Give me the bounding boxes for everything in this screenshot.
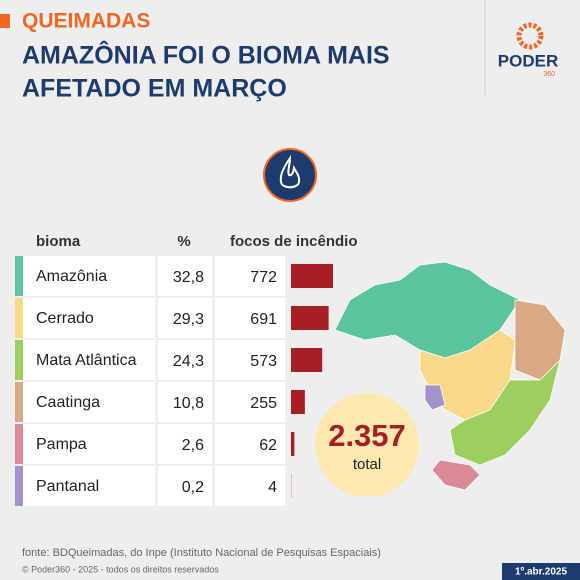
logo-sub: 360 <box>543 71 555 78</box>
title-line: AFETADO EM MARÇO <box>22 75 287 103</box>
row-cell <box>215 340 285 380</box>
row-cell <box>158 340 212 380</box>
row-cell <box>215 466 285 506</box>
biome-label: Cerrado <box>36 310 94 327</box>
row-cell <box>215 382 285 422</box>
count-label: 62 <box>259 437 277 454</box>
row-cell <box>215 298 285 338</box>
row-cell <box>158 382 212 422</box>
flame <box>279 154 301 189</box>
accent-bar <box>0 14 10 28</box>
date: 1º.abr.2025 <box>515 567 567 578</box>
biome-marker <box>15 340 23 380</box>
row-cell <box>15 466 155 506</box>
percent-label: 32,8 <box>173 269 204 286</box>
percent-label: 29,3 <box>173 311 204 328</box>
logo-text: PODER <box>498 51 558 70</box>
biome-label: Caatinga <box>36 394 100 411</box>
logo: PODER 360 <box>498 22 558 78</box>
bar <box>291 432 295 456</box>
column-header: % <box>177 233 190 250</box>
biome-label: Amazônia <box>36 268 107 285</box>
bar <box>291 306 329 330</box>
row-cell <box>158 466 212 506</box>
total-label: total <box>353 456 381 473</box>
row-cell <box>15 424 155 464</box>
row-cell <box>15 340 155 380</box>
biome-marker <box>15 424 23 464</box>
count-label: 691 <box>250 311 277 328</box>
bar <box>291 264 333 288</box>
count-label: 255 <box>250 395 277 412</box>
column-header: bioma <box>36 233 81 250</box>
percent-label: 10,8 <box>173 395 204 412</box>
percent-label: 24,3 <box>173 353 204 370</box>
title-line: AMAZÔNIA FOI O BIOMA MAIS <box>22 40 390 70</box>
biome-marker <box>15 466 23 506</box>
row-cell <box>158 256 212 296</box>
row-cell <box>15 298 155 338</box>
row-cell <box>15 382 155 422</box>
logo-mark <box>516 22 544 50</box>
copyright: © Poder360 - 2025 - todos os direitos re… <box>22 564 219 574</box>
biome-marker <box>15 298 23 338</box>
count-label: 772 <box>250 269 277 286</box>
biome-marker <box>15 382 23 422</box>
date-box <box>502 563 580 580</box>
percent-label: 2,6 <box>182 437 204 454</box>
row-cell <box>215 256 285 296</box>
count-label: 573 <box>250 353 277 370</box>
total-circle <box>315 393 419 497</box>
total-value: 2.357 <box>328 418 406 453</box>
row-cell <box>158 298 212 338</box>
row-cell <box>15 256 155 296</box>
biome-label: Pantanal <box>36 478 99 495</box>
biome-label: Pampa <box>36 436 87 453</box>
count-label: 4 <box>268 479 277 496</box>
fire-icon <box>263 148 317 202</box>
percent-label: 0,2 <box>182 479 204 496</box>
source: fonte: BDQueimadas, do Inpe (Instituto N… <box>22 547 381 559</box>
column-header: focos de incêndio <box>230 233 358 250</box>
row-cell <box>158 424 212 464</box>
biome-marker <box>15 256 23 296</box>
bar <box>291 390 305 414</box>
row-cell <box>215 424 285 464</box>
bar <box>291 348 323 372</box>
map <box>334 261 566 491</box>
kicker: QUEIMADAS <box>22 10 150 33</box>
biome-label: Mata Atlântica <box>36 352 137 369</box>
